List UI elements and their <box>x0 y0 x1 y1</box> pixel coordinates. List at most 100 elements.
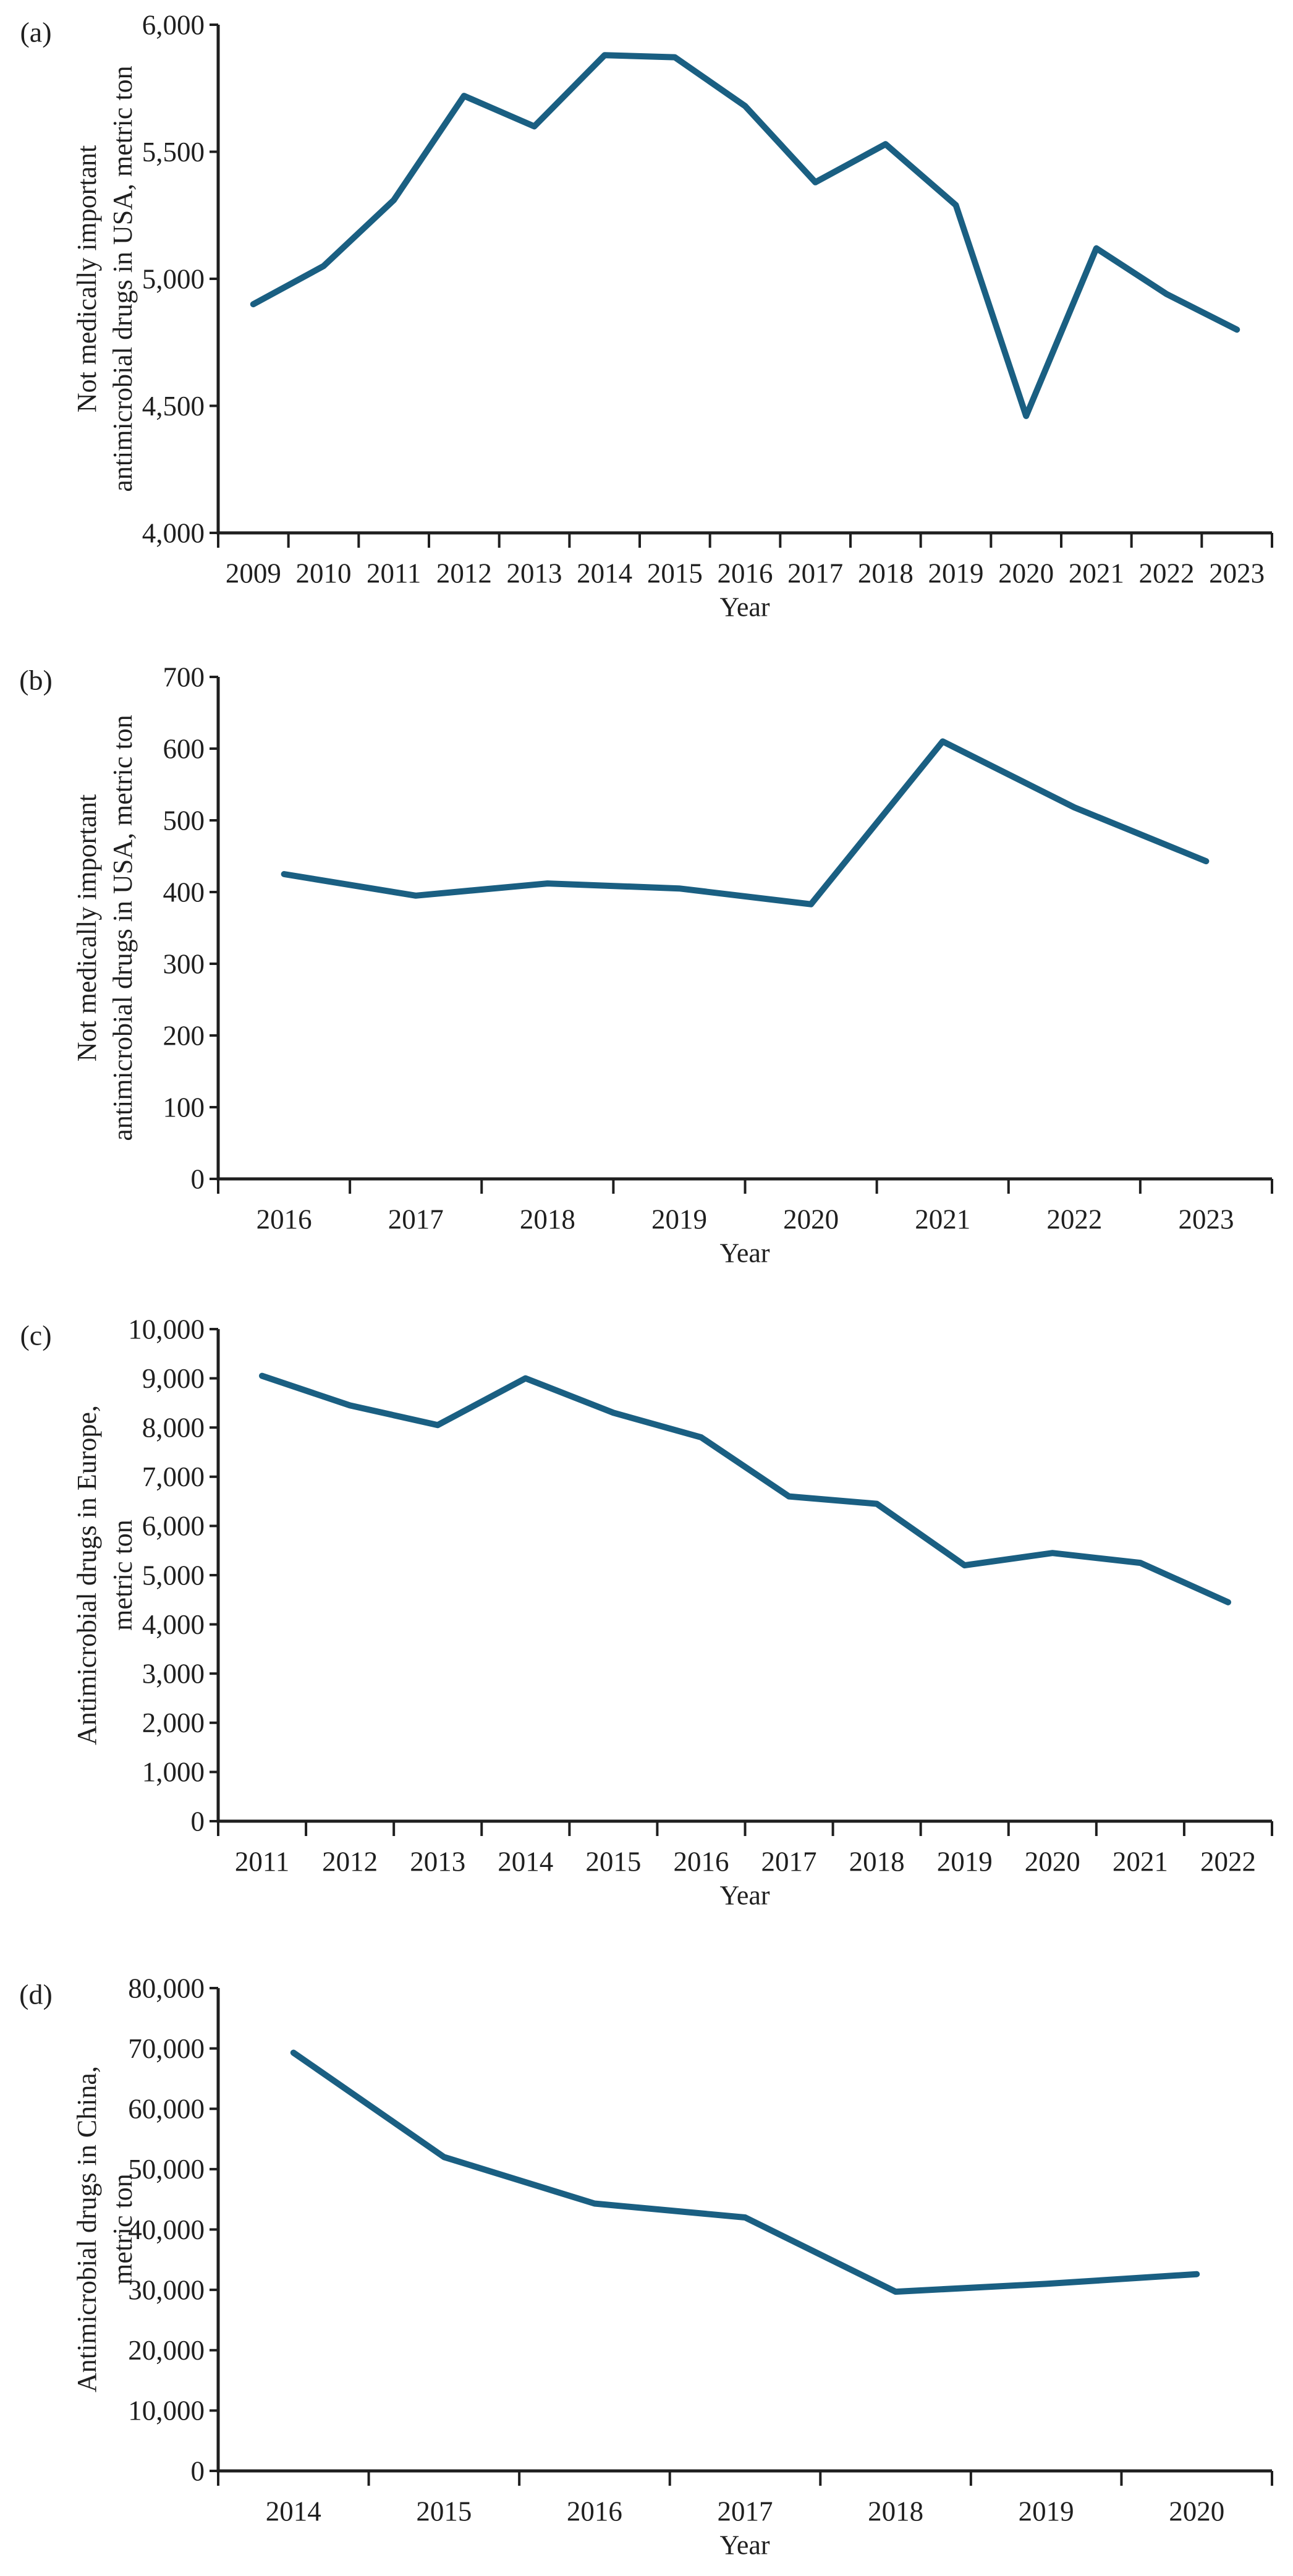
x-tick-label: 2020 <box>998 558 1054 589</box>
x-tick-label: 2016 <box>567 2496 622 2527</box>
panel-letter-d: (d) <box>19 1978 53 2010</box>
panel-letter-a: (a) <box>20 16 52 48</box>
y-axis-label-d: Antimicrobial drugs in China, metric ton <box>69 2066 141 2392</box>
data-line-a <box>250 52 1240 419</box>
x-tick-label: 2015 <box>585 1846 641 1877</box>
x-tick-label: 2023 <box>1209 558 1265 589</box>
x-tick-label: 2015 <box>416 2496 472 2527</box>
y-tick-label: 60,000 <box>128 2094 205 2125</box>
y-axis-label-c: Antimicrobial drugs in Europe, metric to… <box>69 1405 141 1745</box>
x-tick-label: 2019 <box>937 1846 993 1877</box>
x-tick-label: 2014 <box>498 1846 553 1877</box>
x-tick-label: 2022 <box>1200 1846 1256 1877</box>
y-tick-label: 200 <box>163 1020 205 1051</box>
y-axis-label-c-line1: Antimicrobial drugs in Europe, <box>71 1405 102 1745</box>
y-tick-label: 10,000 <box>128 2395 205 2426</box>
y-tick-label: 0 <box>191 2455 205 2486</box>
x-tick-label: 2019 <box>651 1204 707 1235</box>
y-tick-label: 9,000 <box>142 1363 205 1394</box>
y-tick-label: 300 <box>163 948 205 979</box>
x-tick-label: 2020 <box>1169 2496 1224 2527</box>
y-tick-label: 4,500 <box>142 391 205 422</box>
y-axis-label-a: Not medically important antimicrobial dr… <box>69 66 141 491</box>
y-axis-label-b: Not medically important antimicrobial dr… <box>69 715 141 1141</box>
x-tick-label: 2012 <box>436 558 492 589</box>
x-tick-label: 2010 <box>296 558 352 589</box>
y-tick-label: 0 <box>191 1806 205 1837</box>
x-tick-label: 2018 <box>858 558 914 589</box>
x-tick-label: 2014 <box>266 2496 321 2527</box>
y-tick-label: 2,000 <box>142 1707 205 1738</box>
y-tick-label: 500 <box>163 805 205 836</box>
y-axis-label-a-line1: Not medically important <box>71 145 102 413</box>
x-tick-label: 2023 <box>1178 1204 1234 1235</box>
y-tick-label: 7,000 <box>142 1461 205 1492</box>
y-tick-label: 6,000 <box>142 9 205 40</box>
x-tick-label: 2018 <box>849 1846 905 1877</box>
y-tick-label: 100 <box>163 1092 205 1123</box>
y-tick-label: 40,000 <box>128 2214 205 2245</box>
data-line-b <box>281 738 1210 908</box>
x-tick-label: 2017 <box>388 1204 444 1235</box>
x-tick-label: 2015 <box>647 558 703 589</box>
y-axis-label-a-line2: antimicrobial drugs in USA, metric ton <box>108 66 138 492</box>
x-tick-label: 2019 <box>1019 2496 1074 2527</box>
y-axis-label-b-line2: antimicrobial drugs in USA, metric ton <box>108 715 138 1141</box>
x-tick-label: 2022 <box>1139 558 1195 589</box>
x-tick-label: 2018 <box>868 2496 923 2527</box>
chart-panel-c: 0 1,000 2,000 3,000 4,000 5,000 6,000 7,000 8,00… <box>128 1314 1273 1877</box>
y-tick-label: 10,000 <box>128 1314 205 1345</box>
y-tick-label: 400 <box>163 877 205 908</box>
y-tick-label: 700 <box>163 661 205 692</box>
y-axis-label-b-line1: Not medically important <box>71 794 102 1062</box>
x-tick-label: 2019 <box>928 558 984 589</box>
x-tick-label: 2012 <box>322 1846 378 1877</box>
y-tick-label: 3,000 <box>142 1659 205 1690</box>
x-tick-label: 2021 <box>915 1204 970 1235</box>
y-tick-label: 30,000 <box>128 2274 205 2305</box>
panel-letter-c: (c) <box>20 1319 52 1351</box>
y-tick-label: 5,000 <box>142 263 205 294</box>
x-tick-label: 2020 <box>1025 1846 1080 1877</box>
y-tick-label: 80,000 <box>128 1973 205 2004</box>
y-tick-label: 4,000 <box>142 1609 205 1640</box>
y-tick-label: 8,000 <box>142 1413 205 1443</box>
chart-panel-b: 0 100 200 300 400 500 600 700 2016 2017 2018 2019 20… <box>163 661 1273 1235</box>
x-axis-title-d: Year <box>719 2530 770 2561</box>
x-axis-title-c: Year <box>719 1880 770 1911</box>
x-tick-label: 2017 <box>761 1846 817 1877</box>
x-tick-label: 2021 <box>1069 558 1124 589</box>
x-tick-label: 2014 <box>577 558 632 589</box>
y-axis-label-d-line2: metric ton <box>108 2174 138 2285</box>
y-tick-label: 600 <box>163 733 205 764</box>
y-axis-label-d-line1: Antimicrobial drugs in China, <box>71 2066 102 2392</box>
x-tick-label: 2020 <box>783 1204 839 1235</box>
x-axis-title-a: Year <box>719 592 770 623</box>
y-tick-label: 4,000 <box>142 517 205 548</box>
x-tick-label: 2016 <box>673 1846 729 1877</box>
x-tick-label: 2013 <box>507 558 562 589</box>
chart-panel-a: 4,000 4,500 5,000 5,500 6,000 2009 2010 2011 201… <box>142 9 1273 589</box>
y-tick-label: 5,000 <box>142 1560 205 1591</box>
y-axis-label-c-line2: metric ton <box>108 1520 138 1631</box>
x-tick-label: 2011 <box>235 1846 289 1877</box>
x-tick-label: 2017 <box>718 2496 773 2527</box>
x-tick-label: 2013 <box>410 1846 465 1877</box>
x-tick-label: 2021 <box>1113 1846 1168 1877</box>
x-tick-label: 2018 <box>520 1204 575 1235</box>
x-tick-label: 2022 <box>1046 1204 1102 1235</box>
x-tick-label: 2016 <box>718 558 773 589</box>
x-tick-label: 2011 <box>367 558 421 589</box>
y-tick-label: 70,000 <box>128 2033 205 2064</box>
x-tick-label: 2009 <box>226 558 281 589</box>
x-tick-label: 2016 <box>256 1204 312 1235</box>
chart-panel-d: 0 10,000 20,000 30,000 40,000 50,000 60,000 70,… <box>128 1973 1273 2527</box>
y-tick-label: 0 <box>191 1163 205 1194</box>
y-tick-label: 20,000 <box>128 2335 205 2366</box>
y-tick-label: 6,000 <box>142 1511 205 1542</box>
y-tick-label: 1,000 <box>142 1757 205 1788</box>
panel-letter-b: (b) <box>19 664 53 696</box>
data-line-d <box>290 2049 1200 2295</box>
